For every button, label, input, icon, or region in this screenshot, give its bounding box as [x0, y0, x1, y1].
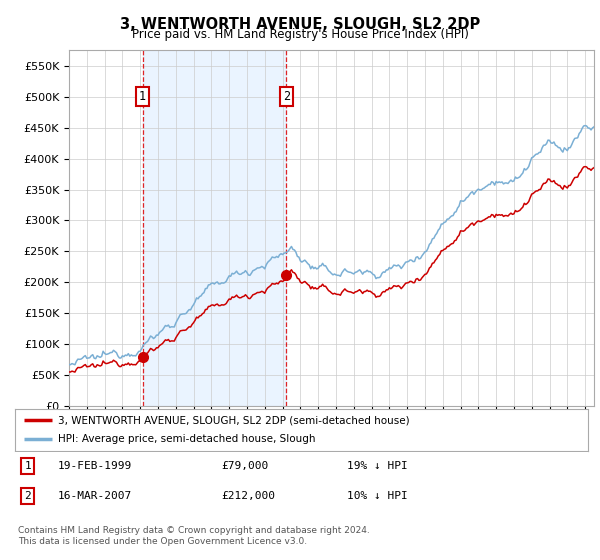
- Text: 10% ↓ HPI: 10% ↓ HPI: [347, 491, 408, 501]
- Text: 3, WENTWORTH AVENUE, SLOUGH, SL2 2DP: 3, WENTWORTH AVENUE, SLOUGH, SL2 2DP: [120, 17, 480, 32]
- Text: 3, WENTWORTH AVENUE, SLOUGH, SL2 2DP (semi-detached house): 3, WENTWORTH AVENUE, SLOUGH, SL2 2DP (se…: [58, 415, 410, 425]
- Text: 19% ↓ HPI: 19% ↓ HPI: [347, 461, 408, 471]
- Text: Contains HM Land Registry data © Crown copyright and database right 2024.
This d: Contains HM Land Registry data © Crown c…: [18, 526, 370, 546]
- Text: Price paid vs. HM Land Registry's House Price Index (HPI): Price paid vs. HM Land Registry's House …: [131, 28, 469, 41]
- Text: 1: 1: [24, 461, 31, 471]
- Text: 16-MAR-2007: 16-MAR-2007: [58, 491, 132, 501]
- Text: 19-FEB-1999: 19-FEB-1999: [58, 461, 132, 471]
- Text: 1: 1: [139, 90, 146, 103]
- Text: £79,000: £79,000: [221, 461, 269, 471]
- Bar: [143, 50, 286, 406]
- Text: £212,000: £212,000: [221, 491, 275, 501]
- Text: 2: 2: [283, 90, 290, 103]
- Text: HPI: Average price, semi-detached house, Slough: HPI: Average price, semi-detached house,…: [58, 435, 316, 445]
- Text: 2: 2: [24, 491, 31, 501]
